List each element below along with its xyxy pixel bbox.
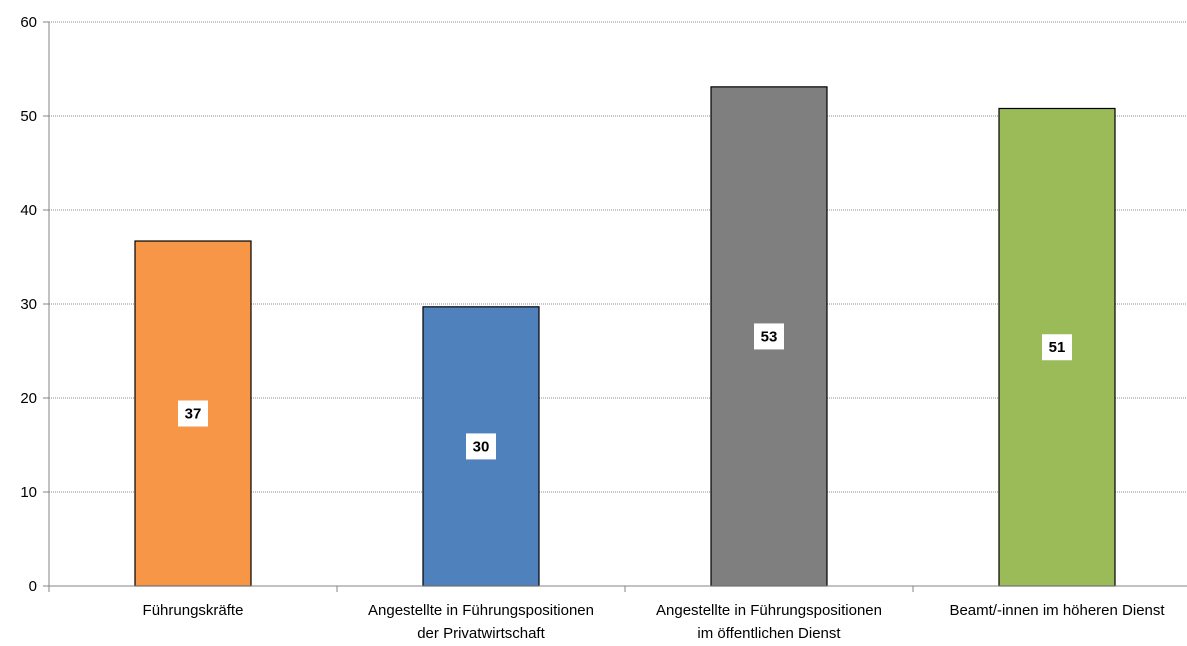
x-tick-label: Angestellte in Führungspositionen (656, 602, 882, 619)
y-tick-label: 10 (20, 484, 37, 501)
x-tick-label: Beamt/-innen im höheren Dienst (949, 602, 1165, 619)
category-labels: Führungskräfte Angestellte in Führungspos… (143, 602, 1166, 642)
data-labels: 37 30 53 51 (178, 323, 1072, 460)
y-tick-label: 20 (20, 390, 37, 407)
data-label-box (466, 433, 496, 460)
data-label: 53 (761, 328, 778, 345)
x-tick-label: Führungskräfte (143, 602, 244, 619)
x-tick-label: im öffentlichen Dienst (697, 625, 841, 642)
data-label: 51 (1049, 339, 1066, 356)
y-tick-label: 50 (20, 108, 37, 125)
y-axis-ticks: 0 10 20 30 40 50 60 (20, 14, 49, 595)
gridlines (49, 21, 1187, 493)
y-tick-label: 60 (20, 14, 37, 31)
data-label-box (754, 323, 784, 350)
axes (48, 22, 1187, 592)
data-label: 30 (473, 438, 490, 455)
y-tick-label: 0 (29, 578, 37, 595)
data-label-box (1042, 334, 1072, 361)
data-label: 37 (185, 406, 202, 423)
y-tick-label: 40 (20, 202, 37, 219)
data-label-box (178, 400, 208, 427)
y-tick-label: 30 (20, 296, 37, 313)
x-tick-label: der Privatwirtschaft (417, 625, 545, 642)
bars (134, 86, 1116, 587)
x-tick-label: Angestellte in Führungspositionen (368, 602, 594, 619)
